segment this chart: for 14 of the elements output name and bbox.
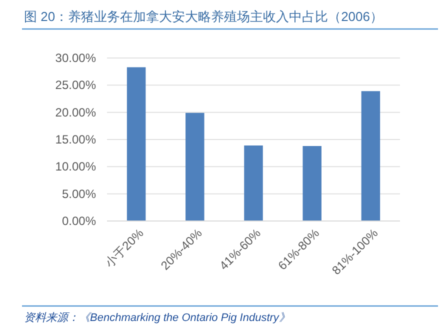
bar <box>186 112 204 221</box>
bar <box>126 67 146 221</box>
bar <box>302 146 322 221</box>
y-tick-label: 5.00% <box>62 186 96 201</box>
bar <box>361 91 380 221</box>
y-tick-label: 30.00% <box>55 51 96 65</box>
y-tick-label: 0.00% <box>62 214 96 228</box>
y-tick-label: 10.00% <box>55 160 96 174</box>
text: 资料来源：《Benchmarking the Ontario Pig Industry》 <box>24 311 290 324</box>
y-tick-label: 20.00% <box>55 105 96 120</box>
y-tick-label: 15.00% <box>55 132 96 146</box>
y-tick-label: 25.00% <box>55 78 96 92</box>
bar <box>244 145 263 221</box>
chart-title: 图 20：养猪业务在加拿大安大略养殖场主收入中占比（2006） <box>24 9 383 24</box>
